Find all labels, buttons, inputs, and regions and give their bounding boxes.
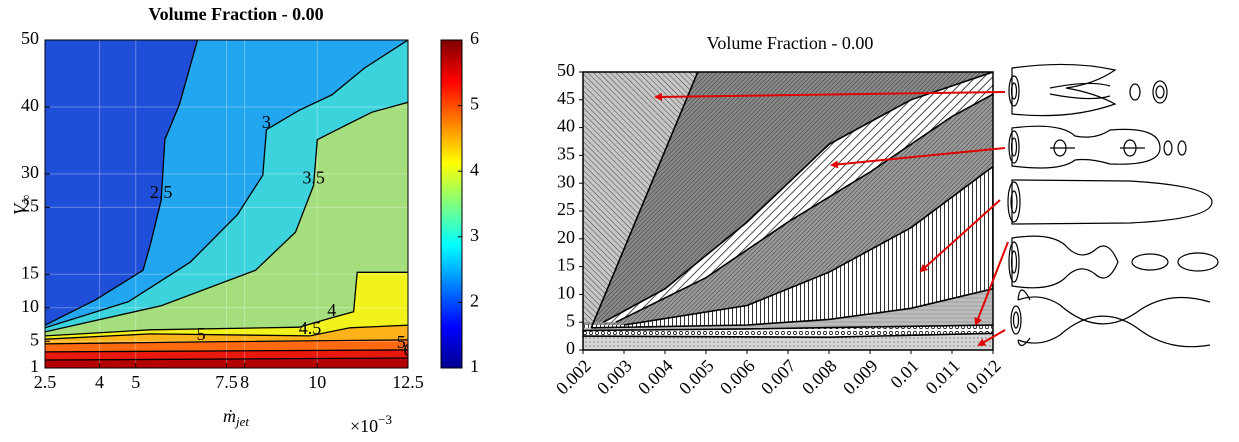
regime-icons	[1007, 63, 1219, 348]
x-tick-label: 5	[131, 372, 140, 392]
y-tick-label: 15	[21, 262, 39, 282]
colorbar-tick-label: 1	[470, 356, 479, 376]
x-tick-label: 0.012	[962, 356, 1005, 399]
x-tick-label: 0.004	[634, 356, 677, 399]
contour-line	[45, 271, 408, 337]
y-tick-label: 0	[566, 338, 575, 358]
regime-map: 0.0020.0030.0040.0050.0060.0070.0080.009…	[552, 60, 1005, 398]
boundary-line	[591, 288, 993, 329]
chart-title: Volume Fraction - 0.00	[707, 33, 874, 53]
contour-label: 4.5	[299, 318, 322, 338]
x-tick-label: 10	[308, 372, 326, 392]
contour-line	[45, 40, 199, 326]
colorbar-tick-label: 3	[470, 225, 479, 245]
x-tick-label: 2.5	[34, 372, 57, 392]
x-tick-label: 0.005	[675, 356, 718, 399]
icon-bubble-train	[1008, 125, 1187, 169]
contour-line	[45, 339, 408, 345]
contour-fills: 2.5 3 3.5 44.5 5 5.56	[45, 40, 420, 368]
x-multiplier-base: ×10	[350, 416, 378, 436]
arrow	[830, 147, 1006, 169]
colorbar-tick-label: 5	[470, 94, 479, 114]
boundary-line	[623, 165, 993, 326]
y-axis-label: V∞	[10, 195, 33, 215]
x-axis-label-base: ṁ	[223, 406, 236, 426]
colorbar-tick-label: 4	[470, 159, 479, 179]
x-tick-label: 0.007	[757, 356, 800, 399]
boundary-line	[583, 332, 993, 339]
x-tick-label: 4	[95, 372, 104, 392]
arrows	[654, 91, 1009, 346]
contour-label: 6	[404, 340, 413, 360]
x-tick-label: 0.002	[552, 356, 595, 399]
icon-sinuous	[1010, 289, 1211, 348]
contour-line	[45, 40, 408, 329]
x-tick-label: 0.01	[886, 356, 922, 392]
x-tick-label: 0.008	[798, 356, 841, 399]
region	[583, 333, 993, 350]
y-axis-label-sub: ∞	[18, 195, 33, 204]
y-tick-label: 10	[21, 296, 39, 316]
arrow	[974, 241, 1009, 326]
contour-label: 3	[262, 112, 271, 132]
y-tick-label: 45	[557, 88, 575, 108]
contour-label: 2.5	[150, 182, 173, 202]
contour-label: 3.5	[302, 167, 325, 187]
region	[583, 166, 993, 350]
x-multiplier: ×10−3	[350, 412, 392, 436]
x-tick-label: 0.003	[593, 356, 636, 399]
icon-pinch	[1008, 63, 1168, 117]
contour-label: 5.5	[397, 332, 420, 352]
y-tick-label: 25	[557, 199, 575, 219]
arrow	[919, 199, 1001, 273]
contour-line	[45, 357, 408, 361]
contour-label: 4	[327, 300, 336, 320]
contour-plot: 2.533.544.55 5.562.5 4 5 7.5 8 10 12.5151015253…	[21, 28, 479, 392]
y-tick-label: 50	[21, 28, 39, 48]
arrow	[977, 329, 1006, 346]
y-axis-label-base: V	[10, 202, 30, 215]
y-tick-label: 10	[557, 283, 575, 303]
boundary-line	[590, 72, 699, 329]
arrow	[654, 91, 1006, 101]
boundary-line	[583, 324, 993, 332]
regions	[583, 72, 993, 350]
y-tick-label: 25	[21, 195, 39, 215]
x-axis-label: ṁjet	[223, 406, 249, 429]
colorbar-tick-label: 2	[470, 291, 479, 311]
boundary-line	[615, 93, 993, 323]
y-tick-label: 30	[21, 162, 39, 182]
x-tick-label: 0.006	[716, 356, 759, 399]
x-multiplier-exp: −3	[378, 412, 392, 427]
y-tick-label: 20	[557, 227, 575, 247]
y-tick-label: 40	[557, 116, 575, 136]
y-tick-label: 40	[21, 95, 39, 115]
y-tick-label: 35	[557, 144, 575, 164]
contour-line	[45, 324, 408, 340]
y-tick-label: 30	[557, 171, 575, 191]
y-tick-label: 15	[557, 255, 575, 275]
x-tick-label: 0.011	[921, 356, 963, 398]
y-tick-label: 5	[30, 329, 39, 349]
x-tick-label: 0.009	[839, 356, 882, 399]
colorbar	[440, 39, 463, 369]
x-tick-label: 7.5	[215, 372, 238, 392]
contour-label: 5	[197, 324, 206, 344]
boundary-line	[603, 72, 993, 323]
contour-line	[45, 101, 408, 333]
y-tick-label: 5	[566, 310, 575, 330]
y-tick-label: 1	[30, 356, 39, 376]
x-axis-label-sub: jet	[234, 414, 249, 429]
x-tick-label: 12.5	[392, 372, 424, 392]
colorbar-tick-label: 6	[470, 28, 479, 48]
contour-band	[45, 102, 408, 368]
y-tick-label: 50	[557, 60, 575, 80]
icon-elongated	[1007, 179, 1213, 225]
contour-line	[45, 349, 408, 353]
icon-wavy	[1008, 235, 1219, 289]
x-tick-label: 8	[240, 372, 249, 392]
chart-title: Volume Fraction - 0.00	[148, 4, 323, 24]
